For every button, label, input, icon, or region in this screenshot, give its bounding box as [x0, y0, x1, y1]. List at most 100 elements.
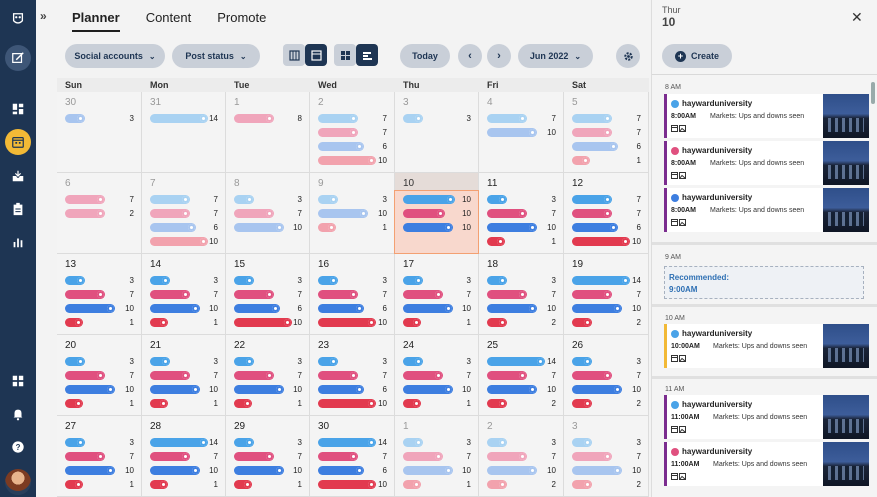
post-count-bar[interactable]: [65, 385, 115, 394]
post-count-bar[interactable]: [318, 480, 376, 489]
post-count-bar[interactable]: [234, 318, 292, 327]
post-count-bar[interactable]: [318, 114, 358, 123]
post-count-bar[interactable]: [572, 318, 592, 327]
post-count-bar[interactable]: [572, 480, 592, 489]
post-count-bar[interactable]: [65, 209, 105, 218]
post-count-bar[interactable]: [572, 156, 590, 165]
post-count-bar[interactable]: [487, 385, 537, 394]
post-count-bar[interactable]: [65, 276, 85, 285]
post-count-bar[interactable]: [234, 385, 284, 394]
calendar-day-cell[interactable]: 25 14 7 10 2: [479, 335, 564, 416]
post-count-bar[interactable]: [318, 452, 358, 461]
next-button[interactable]: ›: [487, 44, 511, 68]
post-count-bar[interactable]: [234, 452, 274, 461]
post-count-bar[interactable]: [65, 290, 105, 299]
social-accounts-dropdown[interactable]: Social accounts ⌄: [65, 44, 165, 68]
post-count-bar[interactable]: [150, 357, 170, 366]
post-count-bar[interactable]: [150, 276, 170, 285]
close-icon[interactable]: ✕: [851, 9, 863, 25]
calendar-day-cell[interactable]: 15 3 7 6 10: [226, 254, 310, 335]
calendar-day-cell[interactable]: 9 3 10 1: [310, 173, 395, 254]
scrollbar[interactable]: [871, 82, 875, 104]
post-count-bar[interactable]: [403, 399, 421, 408]
tab-promote[interactable]: Promote: [217, 10, 267, 25]
post-count-bar[interactable]: [65, 438, 85, 447]
post-count-bar[interactable]: [234, 399, 252, 408]
month-view-button[interactable]: [305, 44, 327, 66]
post-count-bar[interactable]: [572, 399, 592, 408]
calendar-day-cell[interactable]: 26 3 7 10 2: [564, 335, 649, 416]
post-count-bar[interactable]: [318, 466, 364, 475]
tab-planner[interactable]: Planner: [72, 10, 120, 32]
post-count-bar[interactable]: [234, 209, 274, 218]
post-count-bar[interactable]: [572, 371, 612, 380]
today-button[interactable]: Today: [400, 44, 450, 68]
post-count-bar[interactable]: [234, 290, 274, 299]
post-count-bar[interactable]: [572, 452, 612, 461]
help-icon[interactable]: ?: [5, 434, 31, 460]
post-count-bar[interactable]: [65, 304, 115, 313]
post-count-bar[interactable]: [150, 385, 200, 394]
post-count-bar[interactable]: [234, 438, 254, 447]
post-count-bar[interactable]: [487, 290, 527, 299]
clipboard-icon[interactable]: [5, 196, 31, 222]
post-count-bar[interactable]: [487, 304, 537, 313]
calendar-day-cell[interactable]: 21 3 7 10 1: [142, 335, 226, 416]
post-count-bar[interactable]: [234, 357, 254, 366]
post-count-bar[interactable]: [150, 399, 168, 408]
post-count-bar[interactable]: [403, 385, 453, 394]
post-count-bar[interactable]: [487, 318, 507, 327]
post-count-bar[interactable]: [65, 318, 83, 327]
post-count-bar[interactable]: [403, 276, 423, 285]
post-count-bar[interactable]: [572, 237, 630, 246]
post-count-bar[interactable]: [318, 195, 338, 204]
calendar-day-cell[interactable]: 19 14 7 10 2: [564, 254, 649, 335]
post-count-bar[interactable]: [572, 290, 612, 299]
expand-sidebar-icon[interactable]: »: [40, 9, 47, 23]
post-count-bar[interactable]: [487, 237, 505, 246]
post-count-bar[interactable]: [150, 452, 190, 461]
scheduled-post-card[interactable]: haywarduniversity 11:00AM Markets: Ups and…: [664, 395, 869, 439]
calendar-day-cell[interactable]: 23 3 7 6 10: [310, 335, 395, 416]
previous-button[interactable]: ‹: [458, 44, 482, 68]
post-count-bar[interactable]: [487, 452, 527, 461]
post-count-bar[interactable]: [487, 466, 537, 475]
post-count-bar[interactable]: [572, 209, 612, 218]
calendar-day-cell[interactable]: 22 3 7 10 1: [226, 335, 310, 416]
post-count-bar[interactable]: [572, 195, 612, 204]
week-view-button[interactable]: [283, 44, 305, 66]
post-count-bar[interactable]: [234, 223, 284, 232]
post-count-bar[interactable]: [150, 209, 190, 218]
post-count-bar[interactable]: [572, 385, 622, 394]
post-count-bar[interactable]: [487, 223, 537, 232]
post-count-bar[interactable]: [318, 142, 364, 151]
calendar-day-cell[interactable]: 1 3 7 10 1: [395, 416, 479, 497]
dashboard-icon[interactable]: [5, 96, 31, 122]
post-count-bar[interactable]: [487, 128, 537, 137]
post-count-bar[interactable]: [403, 318, 421, 327]
scheduled-post-card[interactable]: haywarduniversity 8:00AM Markets: Ups and …: [664, 141, 869, 185]
post-count-bar[interactable]: [403, 290, 443, 299]
grid-view-button[interactable]: [334, 44, 356, 66]
calendar-day-cell[interactable]: 16 3 7 6 10: [310, 254, 395, 335]
calendar-day-cell[interactable]: 14 3 7 10 1: [142, 254, 226, 335]
post-count-bar[interactable]: [318, 290, 358, 299]
post-count-bar[interactable]: [150, 480, 168, 489]
post-count-bar[interactable]: [150, 237, 208, 246]
post-count-bar[interactable]: [150, 290, 190, 299]
post-count-bar[interactable]: [572, 466, 622, 475]
post-count-bar[interactable]: [572, 304, 622, 313]
list-view-button[interactable]: [356, 44, 378, 66]
post-count-bar[interactable]: [234, 195, 254, 204]
post-count-bar[interactable]: [318, 156, 376, 165]
calendar-day-cell[interactable]: 13 3 7 10 1: [57, 254, 142, 335]
post-count-bar[interactable]: [487, 399, 507, 408]
calendar-day-cell[interactable]: 8 3 7 10: [226, 173, 310, 254]
post-count-bar[interactable]: [572, 357, 592, 366]
post-count-bar[interactable]: [487, 114, 527, 123]
post-count-bar[interactable]: [150, 223, 196, 232]
post-count-bar[interactable]: [403, 223, 453, 232]
calendar-day-cell[interactable]: 7 7 7 6 10: [142, 173, 226, 254]
post-count-bar[interactable]: [65, 195, 105, 204]
